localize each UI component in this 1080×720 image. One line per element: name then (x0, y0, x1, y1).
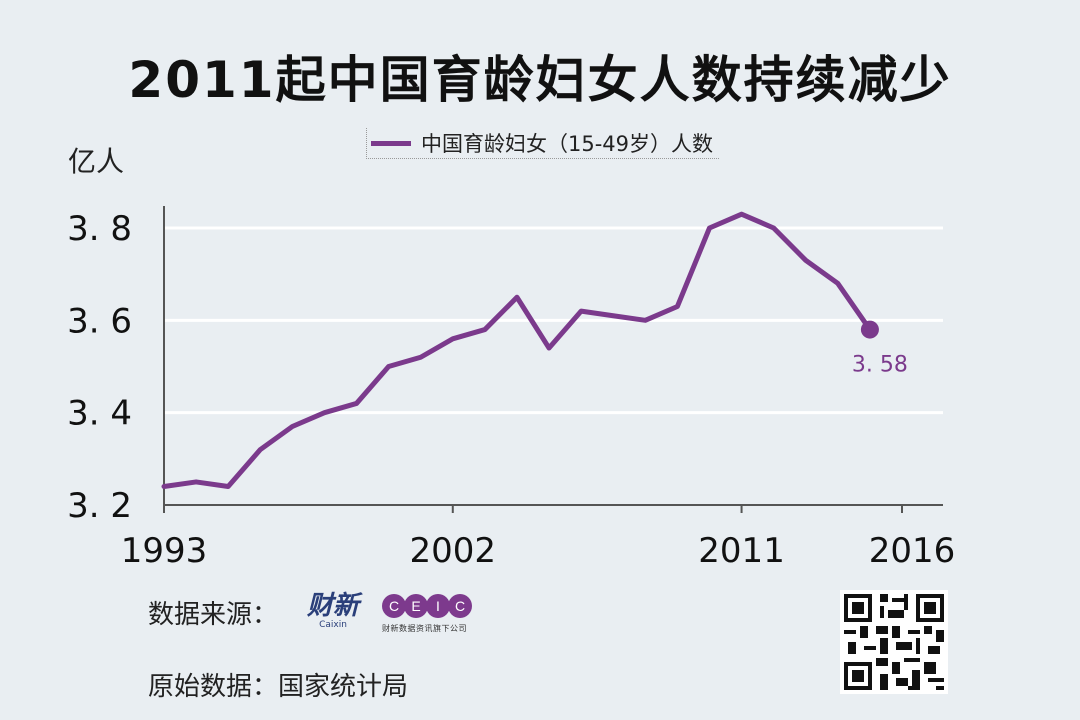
qr-code-icon[interactable] (840, 590, 948, 694)
ceic-letter: E (404, 594, 428, 618)
y-tick-label: 3. 2 (67, 486, 132, 526)
legend: 中国育龄妇女（15-49岁）人数 (366, 128, 720, 159)
y-tick-label: 3. 6 (67, 301, 132, 341)
end-point-label: 3. 58 (852, 353, 908, 378)
y-tick-label: 3. 8 (67, 209, 132, 249)
caixin-logo-en: Caixin (319, 620, 347, 630)
ceic-letter: C (382, 594, 406, 618)
x-tick-label: 2016 (869, 531, 956, 571)
y-tick-label: 3. 4 (67, 394, 132, 434)
ceic-logo: C E I C 财新数据资讯旗下公司 (382, 594, 472, 634)
series-line (161, 211, 873, 490)
chart-title: 2011起中国育龄妇女人数持续减少 (128, 51, 952, 109)
x-tick-label: 2011 (698, 531, 785, 571)
y-axis-unit-label: 亿人 (68, 145, 125, 178)
legend-label: 中国育龄妇女（15-49岁）人数 (421, 132, 714, 156)
source-label: 数据来源： (148, 600, 279, 630)
caixin-logo: 财新 Caixin (300, 592, 366, 630)
line-chart: 3. 2 3. 4 3. 6 3. 8 1993 2002 2011 2016 3. 58 (67, 206, 956, 571)
end-point-marker (860, 320, 879, 339)
ceic-logo-subtitle: 财新数据资讯旗下公司 (382, 624, 467, 633)
ceic-logo-letters: C E I C (382, 594, 472, 618)
ceic-letter: I (426, 594, 450, 618)
legend-swatch (371, 140, 411, 146)
original-data-label: 原始数据：国家统计局 (148, 672, 409, 702)
ceic-letter: C (448, 594, 472, 618)
x-tick-label: 1993 (121, 531, 208, 571)
caixin-logo-cn: 财新 (306, 591, 359, 621)
x-tick-label: 2002 (410, 531, 497, 571)
